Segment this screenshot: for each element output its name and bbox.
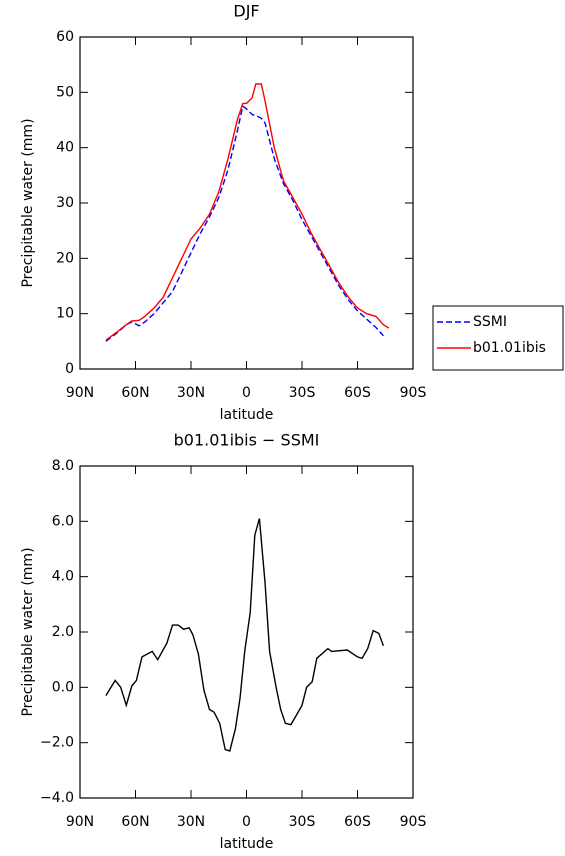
y-tick-label: 20 — [56, 250, 74, 266]
y-tick-label: −2.0 — [40, 735, 74, 751]
data-line — [105, 83, 390, 341]
y-tick-label: 2.0 — [52, 624, 74, 640]
y-tick-label: 30 — [56, 195, 74, 211]
x-tick-label: 30S — [289, 385, 316, 401]
x-tick-label: 90N — [66, 814, 94, 830]
x-tick-label: 0 — [242, 385, 251, 401]
x-tick-label: 60S — [344, 385, 371, 401]
y-tick-label: 4.0 — [52, 569, 74, 585]
chart-title: b01.01ibis − SSMI — [174, 431, 320, 450]
y-tick-label: 6.0 — [52, 513, 74, 529]
x-tick-label: 90N — [66, 385, 94, 401]
plot-frame — [79, 36, 414, 370]
x-tick-label: 60N — [121, 814, 149, 830]
data-line — [105, 518, 385, 752]
y-tick-label: 40 — [56, 140, 74, 156]
y-tick-label: 50 — [56, 84, 74, 100]
y-tick-label: 10 — [56, 306, 74, 322]
y-tick-label: 60 — [56, 29, 74, 45]
y-tick-label: −4.0 — [40, 790, 74, 806]
x-tick-label: 30N — [177, 385, 205, 401]
y-axis-label: Precipitable water (mm) — [20, 118, 36, 287]
x-tick-label: 90S — [400, 814, 427, 830]
x-tick-label: 30S — [289, 814, 316, 830]
x-axis-label: latitude — [220, 836, 274, 852]
data-line — [105, 105, 384, 342]
plot-frame — [79, 465, 414, 799]
chart-title: DJF — [233, 2, 259, 21]
x-axis-label: latitude — [220, 407, 274, 423]
legend-label: b01.01ibis — [473, 340, 546, 356]
x-tick-label: 0 — [242, 814, 251, 830]
y-tick-label: 0.0 — [52, 679, 74, 695]
x-tick-label: 30N — [177, 814, 205, 830]
x-tick-label: 60N — [121, 385, 149, 401]
x-tick-label: 60S — [344, 814, 371, 830]
y-axis-label: Precipitable water (mm) — [20, 547, 36, 716]
x-tick-label: 90S — [400, 385, 427, 401]
y-tick-label: 8.0 — [52, 458, 74, 474]
legend-label: SSMI — [473, 314, 507, 330]
legend-box — [432, 305, 564, 371]
y-tick-label: 0 — [65, 361, 74, 377]
